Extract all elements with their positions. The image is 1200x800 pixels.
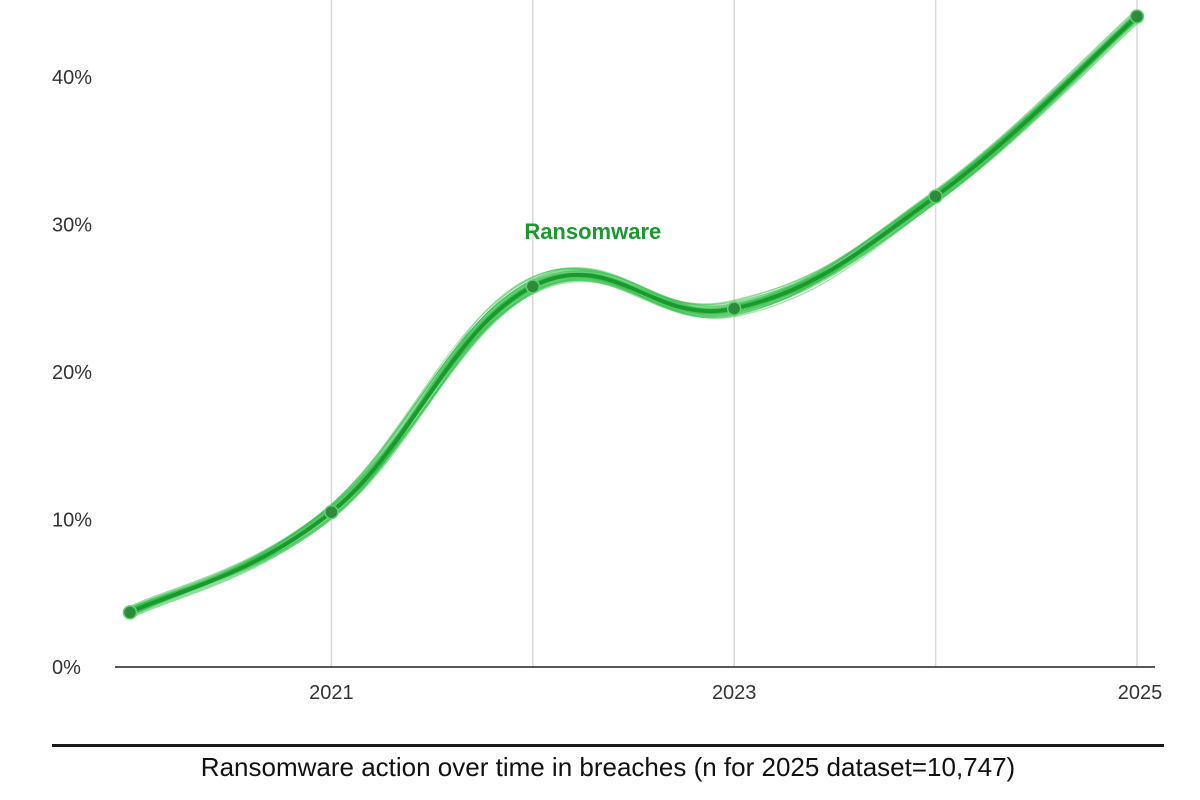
band-line <box>129 16 1138 611</box>
band-line <box>129 17 1138 616</box>
x-tick-label: 2023 <box>712 682 757 704</box>
band-line <box>129 15 1138 612</box>
line-chart: 0% 10% 20% 30% 40% 2021 2023 2025 Ransomware <box>52 0 1162 704</box>
band-line <box>129 15 1138 609</box>
data-point-2022 <box>525 279 541 294</box>
y-tick-label: 0% <box>52 657 81 679</box>
caption-rule <box>52 744 1164 747</box>
series-line-ransomware <box>128 14 1139 615</box>
band-line <box>129 11 1138 617</box>
data-point-2025 <box>1129 9 1145 24</box>
y-tick-label: 30% <box>52 215 92 237</box>
band-line <box>129 15 1138 613</box>
band-line <box>129 19 1138 610</box>
x-tick-label: 2025 <box>1118 682 1163 704</box>
data-point-2024 <box>928 189 943 204</box>
labels: Ransomware <box>524 219 661 244</box>
y-tick-label: 20% <box>52 362 92 384</box>
data-point-2021 <box>324 504 339 520</box>
axes: 0% 10% 20% 30% 40% 2021 2023 2025 <box>52 67 1162 704</box>
band-line <box>129 20 1138 614</box>
band-line <box>129 18 1138 610</box>
band-line <box>129 19 1138 610</box>
uncertainty-band <box>129 11 1138 618</box>
band-line <box>129 13 1138 618</box>
data-point-2023 <box>726 301 742 316</box>
band-line <box>129 12 1138 613</box>
series-lines <box>124 10 1143 619</box>
band-line <box>129 13 1138 611</box>
band-line <box>129 18 1138 615</box>
band-line <box>129 16 1138 610</box>
chart-caption: Ransomware action over time in breaches … <box>200 752 1016 782</box>
band-line <box>129 15 1138 611</box>
band-line <box>129 17 1138 616</box>
data-point-2020 <box>122 605 138 620</box>
y-tick-label: 40% <box>52 67 92 89</box>
series-label-ransomware: Ransomware <box>524 219 661 244</box>
band-line <box>129 15 1138 613</box>
series-line-glow <box>124 10 1143 619</box>
band-line <box>129 20 1138 614</box>
gridlines <box>330 0 1138 667</box>
band-line <box>129 13 1138 617</box>
y-tick-label: 10% <box>52 510 92 532</box>
x-tick-label: 2021 <box>309 682 354 704</box>
data-markers <box>122 9 1145 620</box>
band-line <box>129 19 1138 617</box>
band-line <box>129 11 1138 610</box>
band-line <box>129 19 1138 613</box>
band-line <box>129 12 1138 611</box>
band-line <box>129 15 1138 612</box>
band-line <box>129 17 1138 611</box>
